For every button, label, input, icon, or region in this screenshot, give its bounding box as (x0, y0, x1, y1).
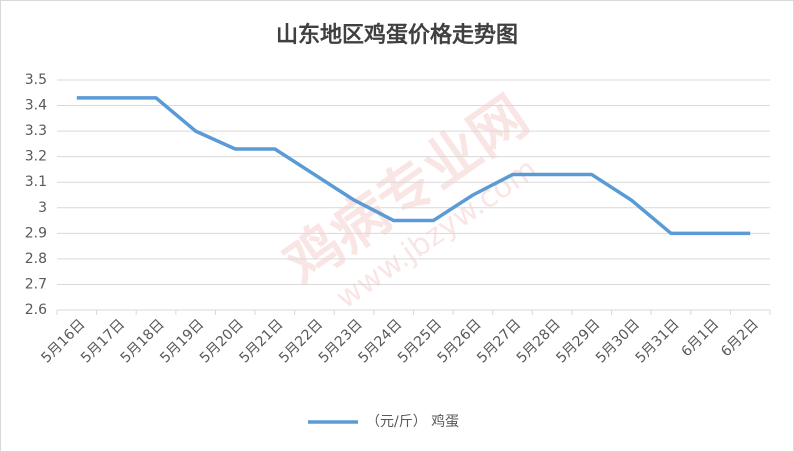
y-tick-label: 2.9 (25, 225, 47, 241)
y-tick-label: 2.6 (25, 302, 47, 318)
y-tick-label: 3.2 (25, 149, 47, 165)
y-tick-label: 2.7 (25, 276, 47, 292)
y-tick-label: 2.8 (25, 251, 47, 267)
y-tick-label: 3.5 (25, 72, 47, 88)
line-series (76, 96, 751, 236)
y-tick-label: 3 (38, 200, 47, 216)
chart-title: 山东地区鸡蛋价格走势图 (276, 22, 518, 48)
y-tick-label: 3.4 (25, 98, 47, 114)
y-tick-label: 3.1 (25, 174, 47, 190)
y-tick-label: 3.3 (25, 123, 47, 139)
legend-label: （元/斤） 鸡蛋 (366, 413, 459, 430)
